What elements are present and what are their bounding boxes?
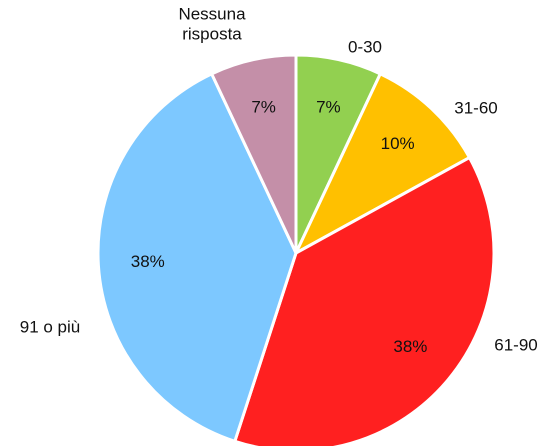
percentage-labels: 7% 10% 38% 38% 7%	[131, 98, 428, 357]
category-label-line: 61-90	[494, 335, 537, 354]
category-label-31-60: 31-60	[454, 98, 497, 117]
pie-slice-nessuna-risposta	[210, 53, 298, 255]
category-label-0-30: 0-30	[348, 37, 382, 56]
pie-slice-91-o-pi-	[96, 72, 298, 443]
category-label-line: 0-30	[348, 37, 382, 56]
pct-label-31-60: 10%	[381, 134, 415, 153]
category-label-line: Nessuna	[178, 4, 246, 23]
pct-label-nessuna-risposta: 7%	[251, 98, 276, 117]
pie-slices	[96, 53, 496, 446]
category-label-line: 91 o più	[20, 317, 81, 336]
category-label-line: risposta	[182, 24, 242, 43]
category-label-nessuna-risposta: Nessuna risposta	[178, 4, 246, 43]
pct-label-0-30: 7%	[316, 98, 341, 117]
pct-label-91-o-pi-: 38%	[131, 252, 165, 271]
category-label-61-90: 61-90	[494, 335, 537, 354]
pie-slice-31-60	[294, 72, 472, 255]
pct-label-61-90: 38%	[393, 337, 427, 356]
pie-slice-61-90	[233, 156, 496, 446]
category-label-91-o-pi-: 91 o più	[20, 317, 81, 336]
category-labels: 0-30 31-60 61-90 91 o più Nessuna risposta	[20, 4, 538, 354]
category-label-line: 31-60	[454, 98, 497, 117]
